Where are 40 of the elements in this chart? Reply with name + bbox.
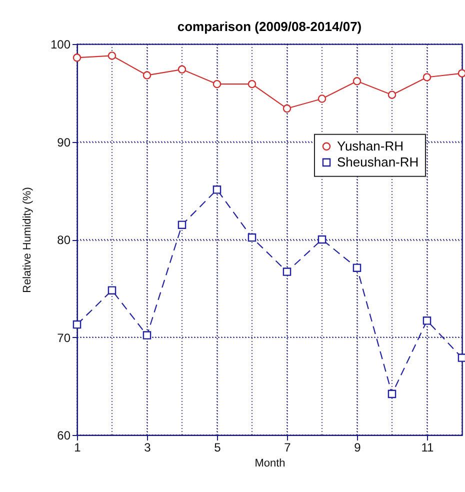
y-tick-label: 70 <box>57 330 71 345</box>
point <box>212 80 222 88</box>
y-tick-label: 90 <box>57 135 71 150</box>
point <box>178 220 186 229</box>
point <box>352 264 362 272</box>
legend-label: Yushan-RH <box>337 138 404 154</box>
y-axis-title: Relative Humidity (%) <box>21 187 34 293</box>
chart-title: comparison (2009/08-2014/07) <box>177 19 362 34</box>
point <box>72 54 82 62</box>
x-tick-label: 3 <box>144 440 152 454</box>
point <box>212 186 222 194</box>
point <box>178 65 186 74</box>
point <box>318 94 326 103</box>
y-tick-label: 100 <box>50 38 71 52</box>
point <box>388 90 396 99</box>
x-axis-title: Month <box>254 458 286 470</box>
legend-label: Sheushan-RH <box>337 154 419 170</box>
point <box>248 80 256 88</box>
point <box>108 286 116 294</box>
x-tick-label: 1 <box>74 440 82 454</box>
point <box>142 71 152 80</box>
point <box>282 104 292 113</box>
point <box>72 320 82 329</box>
x-tick-label: 5 <box>214 440 222 454</box>
x-tick-label: 9 <box>354 440 362 454</box>
point <box>422 73 432 82</box>
point <box>142 331 152 340</box>
y-tick-label: 80 <box>57 233 71 247</box>
point <box>422 316 432 325</box>
point <box>108 52 116 60</box>
point <box>388 390 396 398</box>
y-tick-label: 60 <box>57 428 71 442</box>
point <box>318 235 326 244</box>
point <box>248 233 256 242</box>
point <box>282 268 292 276</box>
point <box>458 354 465 362</box>
point <box>352 77 362 86</box>
point <box>458 69 465 78</box>
x-tick-label: 11 <box>421 440 434 454</box>
x-tick-label: 7 <box>284 440 292 454</box>
